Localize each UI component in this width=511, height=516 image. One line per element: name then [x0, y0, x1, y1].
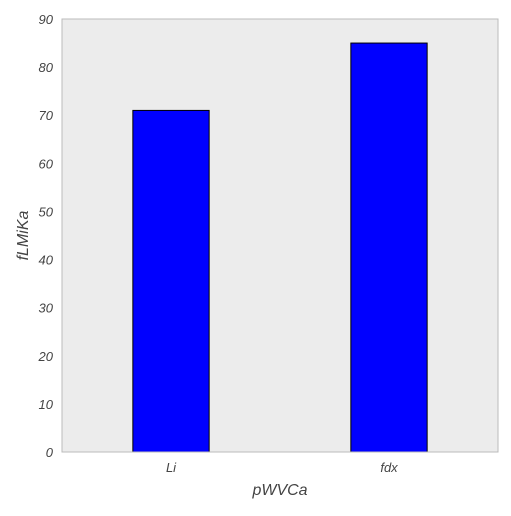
- bar-fdx: [350, 42, 428, 453]
- y-tick-label: 30: [39, 301, 54, 316]
- bars-group: [132, 42, 428, 453]
- y-tick-label: 80: [39, 60, 54, 75]
- y-tick-label: 10: [39, 397, 54, 412]
- x-tick-label: fdx: [380, 460, 398, 475]
- x-axis-title: pWVCa: [251, 482, 307, 499]
- y-tick-label: 40: [39, 253, 54, 268]
- y-tick-label: 90: [39, 12, 54, 27]
- y-tick-label: 50: [39, 204, 54, 219]
- y-axis-title: fLMiKa: [15, 211, 32, 261]
- y-tick-label: 0: [46, 445, 54, 460]
- x-tick-labels: Li fdx: [166, 460, 398, 475]
- plot-frame: [61, 18, 499, 453]
- bar-Li: [132, 109, 210, 453]
- y-tick-label: 20: [38, 349, 54, 364]
- plot-area: [62, 19, 498, 452]
- x-tick-label: Li: [166, 460, 177, 475]
- y-tick-label: 70: [39, 108, 54, 123]
- y-tick-label: 60: [39, 156, 54, 171]
- y-tick-labels: 0 10 20 30 40 50 60 70 80 90: [38, 12, 54, 460]
